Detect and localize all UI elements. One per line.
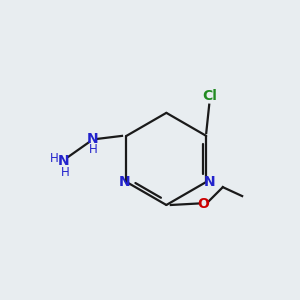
- Text: N: N: [86, 132, 98, 146]
- Text: N: N: [118, 175, 130, 189]
- Text: Cl: Cl: [202, 89, 217, 103]
- Text: N: N: [204, 175, 216, 189]
- Text: H: H: [50, 152, 58, 165]
- Text: O: O: [198, 196, 209, 211]
- Text: H: H: [89, 143, 98, 156]
- Text: H: H: [61, 166, 69, 179]
- Text: N: N: [58, 154, 70, 168]
